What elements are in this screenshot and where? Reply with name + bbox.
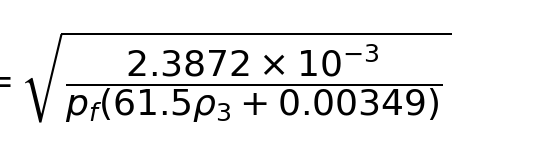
Text: $l = \sqrt{\dfrac{2.3872 \times 10^{-3}}{p_f(61.5\rho_3 + 0.00349)}}$: $l = \sqrt{\dfrac{2.3872 \times 10^{-3}}… (0, 30, 452, 125)
